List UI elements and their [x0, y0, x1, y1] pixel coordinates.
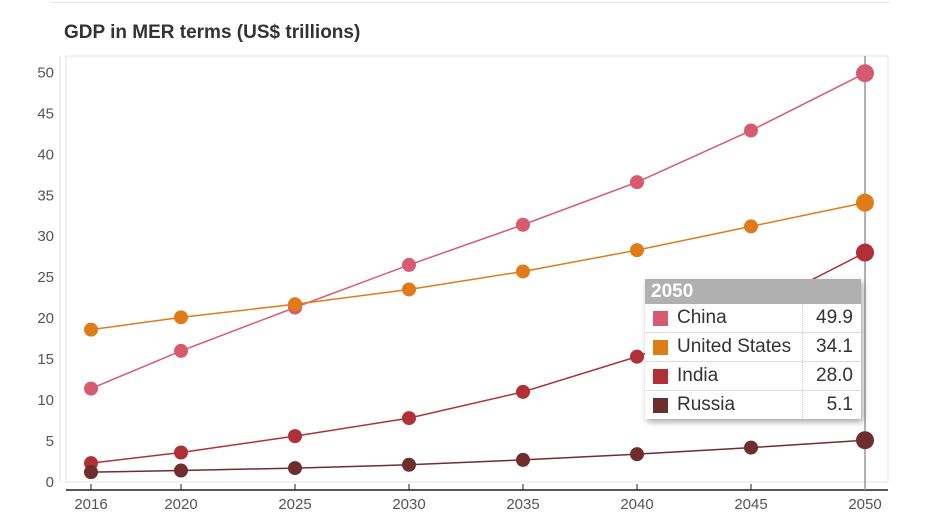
top-rule: [50, 2, 890, 3]
china-data-point: [630, 175, 644, 190]
tooltip-header: 2050: [645, 279, 861, 304]
united-states-data-point: [516, 264, 530, 279]
x-tick-label: 2040: [620, 496, 653, 513]
y-tick-label: 30: [37, 228, 54, 245]
tooltip-label-united-states: United States: [677, 336, 792, 357]
x-tick-label: 2050: [848, 496, 881, 513]
tooltip-label-china: China: [677, 307, 727, 328]
united-states-data-point: [630, 243, 644, 258]
y-tick-label: 40: [37, 146, 54, 163]
russia-series-line: [90, 439, 866, 473]
x-tick-label: 2025: [278, 496, 311, 513]
russia-data-point: [402, 457, 416, 472]
united-states-data-point: [856, 193, 874, 212]
india-data-point: [856, 243, 874, 262]
india-data-point: [288, 429, 302, 444]
x-tick-label: 2035: [506, 496, 539, 513]
y-tick-label: 50: [37, 64, 54, 81]
tooltip-label-india: India: [677, 365, 719, 386]
x-tick-label: 2020: [164, 496, 197, 513]
tooltip-row-india: India 28.0: [645, 362, 861, 391]
united-states-data-point: [84, 322, 98, 337]
plot-frame: [65, 55, 889, 483]
tooltip-label-russia: Russia: [677, 394, 736, 415]
united-states-series-line: [90, 201, 866, 331]
china-data-point: [744, 123, 758, 138]
y-tick-label: 35: [37, 187, 54, 204]
united-states-data-point: [402, 282, 416, 297]
tooltip-value-united-states: 34.1: [816, 336, 853, 357]
united-states-data-point: [174, 310, 188, 325]
india-swatch-icon: [653, 368, 668, 384]
china-swatch-icon: [653, 310, 668, 326]
china-data-point: [174, 343, 188, 358]
united-states-data-point: [744, 219, 758, 234]
india-data-point: [402, 411, 416, 426]
china-data-point: [84, 381, 98, 396]
russia-data-point: [856, 431, 874, 450]
y-tick-label: 15: [37, 351, 54, 368]
y-tick-label: 10: [37, 392, 54, 409]
united-states-data-point: [288, 297, 302, 312]
china-data-point: [516, 217, 530, 232]
china-data-point: [402, 257, 416, 272]
india-data-point: [630, 349, 644, 364]
russia-data-point: [516, 452, 530, 467]
tooltip-value-china: 49.9: [816, 307, 853, 328]
tooltip: 2050 China 49.9 United States 34.1 India…: [645, 279, 861, 419]
y-tick-label: 20: [37, 310, 54, 327]
china-data-point: [856, 64, 874, 83]
russia-data-point: [744, 440, 758, 455]
russia-data-point: [288, 461, 302, 476]
chart-title: GDP in MER terms (US$ trillions): [64, 22, 361, 43]
y-tick-label: 45: [37, 105, 54, 122]
india-data-point: [174, 445, 188, 460]
tooltip-row-china: China 49.9: [645, 304, 861, 333]
x-tick-label: 2045: [734, 496, 767, 513]
russia-swatch-icon: [653, 397, 668, 413]
y-tick-label: 0: [46, 474, 54, 491]
x-tick-label: 2030: [392, 496, 425, 513]
russia-data-point: [630, 447, 644, 462]
y-tick-label: 25: [37, 269, 54, 286]
russia-data-point: [174, 463, 188, 478]
tooltip-value-russia: 5.1: [826, 394, 853, 415]
china-series-line: [90, 72, 866, 390]
tooltip-row-united-states: United States 34.1: [645, 333, 861, 362]
india-data-point: [516, 384, 530, 399]
tooltip-value-india: 28.0: [816, 365, 853, 386]
x-tick-label: 2016: [74, 496, 107, 513]
tooltip-row-russia: Russia 5.1: [645, 391, 861, 419]
y-tick-label: 5: [46, 433, 54, 450]
russia-data-point: [84, 465, 98, 480]
united-states-swatch-icon: [653, 339, 668, 355]
